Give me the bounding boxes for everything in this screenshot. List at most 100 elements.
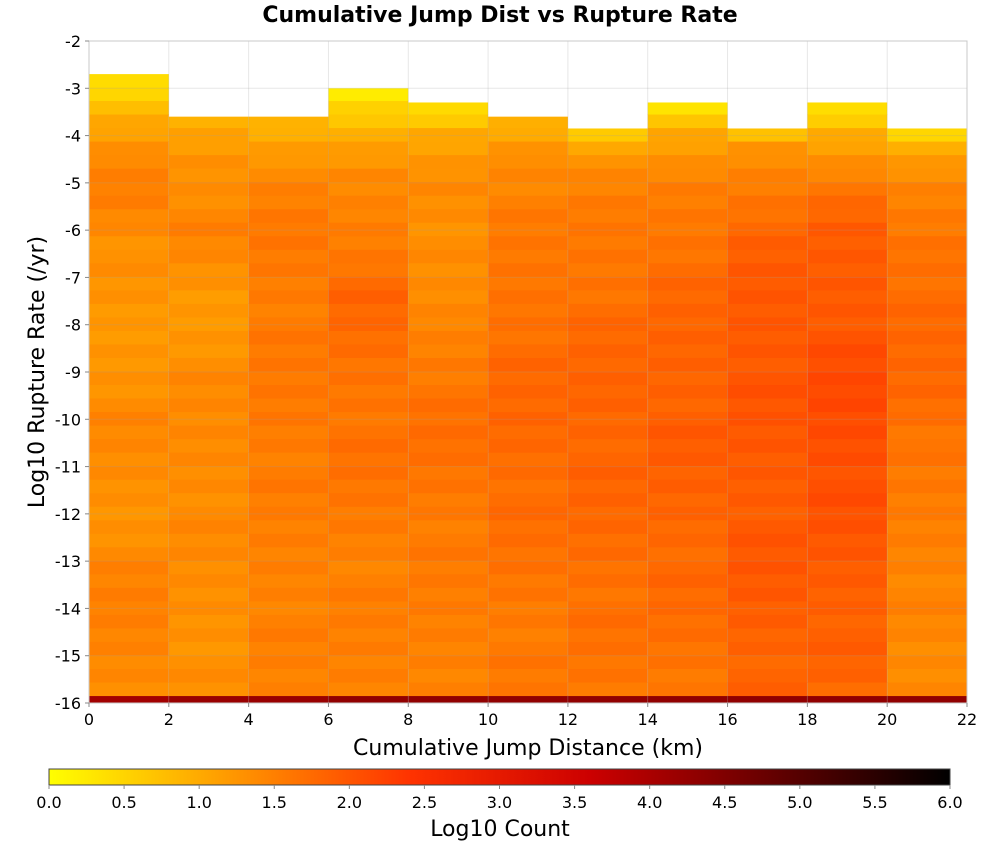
heatmap-cell xyxy=(168,641,249,656)
heatmap-cell xyxy=(887,425,967,440)
heatmap-cell xyxy=(807,438,888,453)
x-tick-label: 4 xyxy=(244,710,254,729)
heatmap-cell xyxy=(807,316,888,331)
heatmap-cell xyxy=(89,411,169,426)
heatmap-cell xyxy=(488,289,568,304)
y-tick-label: -8 xyxy=(65,316,81,335)
y-tick-label: -5 xyxy=(65,174,81,193)
heatmap-cell xyxy=(248,411,329,426)
heatmap-cell xyxy=(807,154,888,169)
heatmap-cell xyxy=(248,357,329,372)
heatmap-cell xyxy=(647,330,728,345)
heatmap-cell xyxy=(488,141,568,156)
heatmap-cell xyxy=(168,425,249,440)
heatmap-cell xyxy=(89,573,169,588)
x-tick-label: 6 xyxy=(323,710,333,729)
heatmap-cell xyxy=(727,668,808,683)
heatmap-cell xyxy=(168,465,249,480)
heatmap-cell xyxy=(807,114,888,129)
heatmap-cell xyxy=(727,357,808,372)
colorbar-tick-label: 6.0 xyxy=(937,793,962,812)
heatmap-cell xyxy=(248,465,329,480)
x-tick-label: 22 xyxy=(957,710,977,729)
heatmap-cell xyxy=(168,654,249,670)
heatmap-cell xyxy=(727,398,808,413)
heatmap-cell xyxy=(567,506,648,521)
heatmap-cell xyxy=(89,560,169,575)
heatmap-cell xyxy=(89,425,169,440)
heatmap-cell xyxy=(567,492,648,507)
heatmap-cell xyxy=(328,506,409,521)
heatmap-cell xyxy=(248,141,329,156)
heatmap-cell xyxy=(248,384,329,399)
x-tick-label: 20 xyxy=(877,710,897,729)
heatmap-cell xyxy=(89,262,169,277)
heatmap-cell xyxy=(328,519,409,534)
heatmap-cell xyxy=(248,641,329,656)
heatmap-cell xyxy=(89,479,169,494)
y-tick-label: -13 xyxy=(55,552,81,571)
heatmap-cell xyxy=(647,289,728,304)
heatmap-cell xyxy=(168,506,249,521)
heatmap-cell xyxy=(328,88,409,102)
chart-title: Cumulative Jump Dist vs Rupture Rate xyxy=(262,3,737,28)
y-tick-label: -16 xyxy=(55,694,81,713)
heatmap-cell xyxy=(647,208,728,223)
heatmap-cell xyxy=(807,506,888,521)
colorbar-label: Log10 Count xyxy=(430,817,570,842)
heatmap-cell xyxy=(727,560,808,575)
colorbar-tick-label: 4.5 xyxy=(712,793,737,812)
heatmap-cell xyxy=(647,546,728,561)
heatmap-cell xyxy=(887,492,967,507)
heatmap-cell xyxy=(567,641,648,656)
heatmap-cell xyxy=(807,127,888,142)
heatmap-cell xyxy=(248,546,329,561)
colorbar-tick-label: 2.5 xyxy=(412,793,437,812)
heatmap-cell xyxy=(89,438,169,453)
heatmap-cell xyxy=(89,695,169,703)
heatmap-cell xyxy=(488,614,568,629)
heatmap-cell xyxy=(887,506,967,521)
heatmap-cell xyxy=(567,222,648,237)
heatmap-cell xyxy=(168,116,249,129)
heatmap-cell xyxy=(89,370,169,386)
heatmap-cell xyxy=(567,668,648,683)
heatmap-cell xyxy=(408,208,489,223)
heatmap-cell xyxy=(727,438,808,453)
heatmap-cell xyxy=(248,600,329,615)
colorbar-tick-label: 2.0 xyxy=(337,793,362,812)
x-tick-label: 12 xyxy=(558,710,578,729)
heatmap-cell xyxy=(887,343,967,358)
heatmap-cell xyxy=(567,128,648,142)
x-tick-label: 18 xyxy=(797,710,817,729)
heatmap-cell xyxy=(488,181,568,196)
heatmap-cell xyxy=(89,627,169,642)
heatmap-cell xyxy=(168,154,249,169)
heatmap-cell xyxy=(89,195,169,210)
heatmap-cell xyxy=(727,276,808,291)
heatmap-cell xyxy=(328,100,409,115)
heatmap-cell xyxy=(408,289,489,304)
y-tick-label: -2 xyxy=(65,32,81,51)
y-tick-label: -12 xyxy=(55,505,81,524)
heatmap-cell xyxy=(248,506,329,521)
heatmap-cell xyxy=(807,262,888,277)
heatmap-cell xyxy=(647,398,728,413)
heatmap-cell xyxy=(328,533,409,548)
heatmap-cell xyxy=(567,533,648,548)
x-tick-label: 0 xyxy=(84,710,94,729)
heatmap-cell xyxy=(567,654,648,670)
heatmap-cell xyxy=(89,654,169,670)
heatmap-cell xyxy=(248,154,329,169)
heatmap-cell xyxy=(408,303,489,318)
heatmap-cell xyxy=(727,384,808,399)
heatmap-cell xyxy=(328,343,409,358)
heatmap-cell xyxy=(328,452,409,467)
heatmap-cell xyxy=(328,654,409,670)
heatmap-cell xyxy=(408,195,489,210)
heatmap-cell xyxy=(727,289,808,304)
heatmap-cell xyxy=(727,546,808,561)
heatmap-cell xyxy=(488,425,568,440)
heatmap-cell xyxy=(727,425,808,440)
colorbar-tick-label: 3.5 xyxy=(562,793,587,812)
